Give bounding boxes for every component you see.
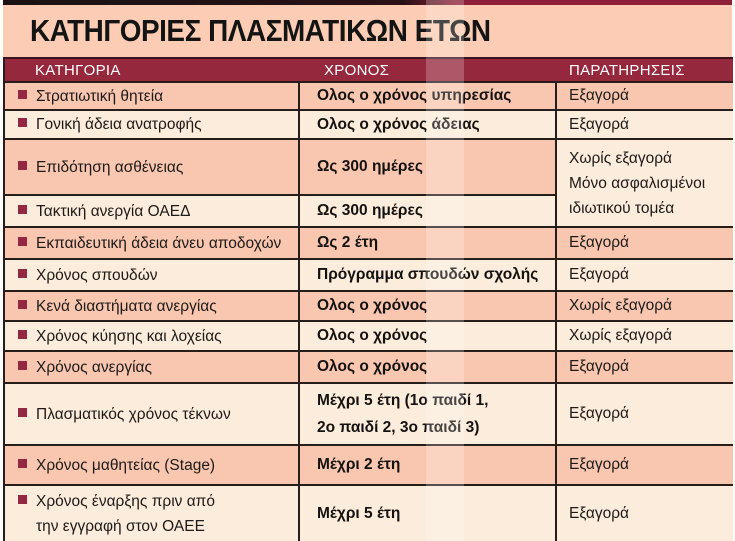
category-text: Χρόνος μαθητείας (Stage) (36, 456, 216, 474)
bullet-square-icon (18, 495, 27, 504)
table-row: Πλασματικός χρόνος τέκνων Μέχρι 5 έτη (1… (4, 382, 733, 445)
header-notes: ΠΑΡΑΤΗΡΗΣΕΙΣ (556, 57, 733, 82)
category-text: Τακτική ανεργία ΟΑΕΔ (36, 202, 191, 220)
category-text: Χρόνος σπουδών (36, 266, 158, 284)
table-row: Χρόνος έναρξης πριν από την εγγραφή στον… (4, 484, 733, 541)
categories-table: ΚΑΤΗΓΟΡΙΑ ΧΡΟΝΟΣ ΠΑΡΑΤΗΡΗΣΕΙΣ Στρατιωτικ… (3, 57, 733, 541)
table-row: Γονική άδεια ανατροφής Ολος ο χρόνος άδε… (4, 109, 733, 139)
category-cell: Εκπαιδευτική άδεια άνευ αποδοχών (4, 226, 299, 259)
table-body: Στρατιωτική θητεία Ολος ο χρόνος υπηρεσί… (4, 81, 733, 541)
table-row: Χρόνος ανεργίας Ολος ο χρόνος Εξαγορά (4, 350, 733, 383)
category-cell: Χρόνος ανεργίας (4, 350, 299, 383)
time-cell: Μέχρι 5 έτη (298, 484, 556, 541)
notes-line: Χωρίς εξαγορά (569, 149, 673, 167)
notes-line: ιδιωτικού τομέα (569, 199, 675, 217)
category-cell: Χρόνος έναρξης πριν από την εγγραφή στον… (4, 484, 299, 541)
category-cell: Επιδότηση ασθένειας (4, 138, 299, 195)
category-text: Εκπαιδευτική άδεια άνευ αποδοχών (36, 234, 282, 252)
table-row: Επιδότηση ασθένειας Ως 300 ημέρες Χωρίς … (4, 138, 733, 227)
header-category: ΚΑΤΗΓΟΡΙΑ (4, 57, 299, 82)
header-row: ΚΑΤΗΓΟΡΙΑ ΧΡΟΝΟΣ ΠΑΡΑΤΗΡΗΣΕΙΣ (4, 57, 733, 82)
table-row: Εκπαιδευτική άδεια άνευ αποδοχών Ως 2 έτ… (4, 226, 733, 259)
table-row: Στρατιωτική θητεία Ολος ο χρόνος υπηρεσί… (4, 81, 733, 110)
time-cell: Μέχρι 2 έτη (298, 444, 556, 485)
category-cell: Χρόνος κύησης και λοχείας (4, 320, 299, 351)
table-row: Χρόνος σπουδών Πρόγραμμα σπουδών σχολής … (4, 258, 733, 291)
category-line: την εγγραφή στον ΟΑΕΕ (36, 518, 205, 535)
time-cell: Ολος ο χρόνος (298, 350, 556, 383)
category-text: Χρόνος ανεργίας (36, 358, 152, 376)
category-cell: Χρόνος μαθητείας (Stage) (4, 444, 299, 485)
notes-cell: Εξαγορά (555, 350, 733, 383)
category-text: Κενά διαστήματα ανεργίας (36, 297, 217, 315)
title-band: ΚΑΤΗΓΟΡΙΕΣ ΠΛΑΣΜΑΤΙΚΩΝ ΕΤΩΝ (3, 5, 732, 57)
category-cell: Κενά διαστήματα ανεργίας (4, 290, 299, 321)
top-rule-bar (3, 0, 732, 5)
bullet-square-icon (18, 329, 27, 339)
category-text: Πλασματικός χρόνος τέκνων (36, 405, 231, 423)
notes-cell: Εξαγορά (555, 444, 733, 485)
time-cell: Πρόγραμμα σπουδών σχολής (298, 258, 556, 291)
notes-line: Μόνο ασφαλισμένοι (569, 174, 706, 192)
notes-cell: Εξαγορά (555, 81, 733, 110)
time-line: 2ο παιδί 2, 3ο παιδί 3) (317, 419, 480, 436)
bullet-square-icon (18, 299, 27, 309)
notes-cell: Εξαγορά (555, 258, 733, 291)
category-text: Στρατιωτική θητεία (36, 87, 164, 105)
time-cell: Ολος ο χρόνος υπηρεσίας (298, 81, 556, 110)
header-time: ΧΡΟΝΟΣ (299, 57, 556, 82)
notes-cell: Χωρίς εξαγορά (555, 320, 733, 351)
bullet-square-icon (18, 204, 27, 214)
table-panel: ΚΑΤΗΓΟΡΙΕΣ ΠΛΑΣΜΑΤΙΚΩΝ ΕΤΩΝ ΚΑΤΗΓΟΡΙΑ ΧΡ… (3, 0, 733, 541)
time-cell: Μέχρι 5 έτη (1ο παιδί 1, 2ο παιδί 2, 3ο … (298, 382, 556, 445)
table-header: ΚΑΤΗΓΟΡΙΑ ΧΡΟΝΟΣ ΠΑΡΑΤΗΡΗΣΕΙΣ (4, 57, 733, 82)
category-line: Χρόνος έναρξης πριν από (36, 493, 215, 510)
time-line: Μέχρι 5 έτη (1ο παιδί 1, (317, 392, 489, 409)
bullet-square-icon (18, 89, 27, 99)
bullet-square-icon (18, 360, 27, 370)
notes-cell: Εξαγορά (555, 382, 733, 445)
bullet-square-icon (18, 268, 27, 278)
category-text: Επιδότηση ασθένειας (36, 158, 184, 176)
notes-cell: Εξαγορά (555, 109, 733, 139)
bullet-square-icon (18, 160, 27, 170)
time-cell: Ολος ο χρόνος (298, 320, 556, 351)
time-cell: Ολος ο χρόνος άδειας (298, 109, 556, 139)
page-title: ΚΑΤΗΓΟΡΙΕΣ ΠΛΑΣΜΑΤΙΚΩΝ ΕΤΩΝ (30, 13, 491, 48)
notes-cell: Εξαγορά (555, 226, 733, 259)
category-text: Γονική άδεια ανατροφής (36, 116, 202, 133)
category-text: Χρόνος κύησης και λοχείας (36, 327, 222, 345)
bullet-square-icon (18, 236, 27, 246)
table-row: Τακτική ανεργία ΟΑΕΔ Ως 300 ημέρες (4, 194, 733, 227)
time-cell: Ως 300 ημέρες (298, 138, 556, 195)
category-text: Χρόνος έναρξης πριν από την εγγραφή στον… (36, 489, 215, 539)
bullet-square-icon (18, 458, 27, 468)
bullet-square-icon (18, 407, 27, 417)
table-row: Χρόνος κύησης και λοχείας Ολος ο χρόνος … (4, 320, 733, 351)
time-cell: Ως 300 ημέρες (298, 194, 556, 227)
category-cell: Στρατιωτική θητεία (4, 81, 299, 110)
notes-cell: Εξαγορά (555, 484, 733, 541)
category-cell: Τακτική ανεργία ΟΑΕΔ (4, 194, 299, 227)
category-cell: Πλασματικός χρόνος τέκνων (4, 382, 299, 445)
notes-cell-merged: Χωρίς εξαγορά Μόνο ασφαλισμένοι ιδιωτικο… (555, 138, 733, 227)
table-row: Κενά διαστήματα ανεργίας Ολος ο χρόνος Χ… (4, 290, 733, 321)
bullet-square-icon (18, 118, 27, 127)
category-cell: Γονική άδεια ανατροφής (4, 109, 299, 139)
category-cell: Χρόνος σπουδών (4, 258, 299, 291)
time-cell: Ως 2 έτη (298, 226, 556, 259)
notes-cell: Χωρίς εξαγορά (555, 290, 733, 321)
time-cell: Ολος ο χρόνος (298, 290, 556, 321)
table-row: Χρόνος μαθητείας (Stage) Μέχρι 2 έτη Εξα… (4, 444, 733, 485)
